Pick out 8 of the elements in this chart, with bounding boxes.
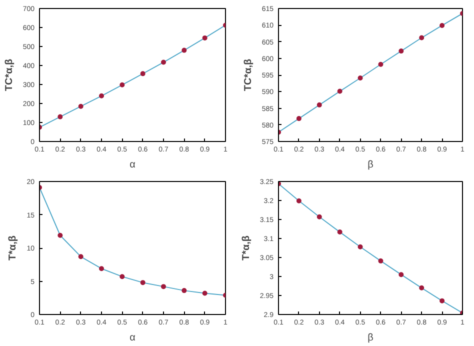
y-axis-title: TC*α,β [4,58,15,92]
x-axis-title: α [130,160,136,170]
y-axis-title: T*α,β [240,235,252,261]
x-axis-title: α [130,332,136,344]
y-axis-title: TC*α,β [242,58,254,92]
y-axis-title: T*α,β [8,235,19,261]
x-axis-title: β [368,332,374,344]
x-axis-title: β [368,160,374,170]
